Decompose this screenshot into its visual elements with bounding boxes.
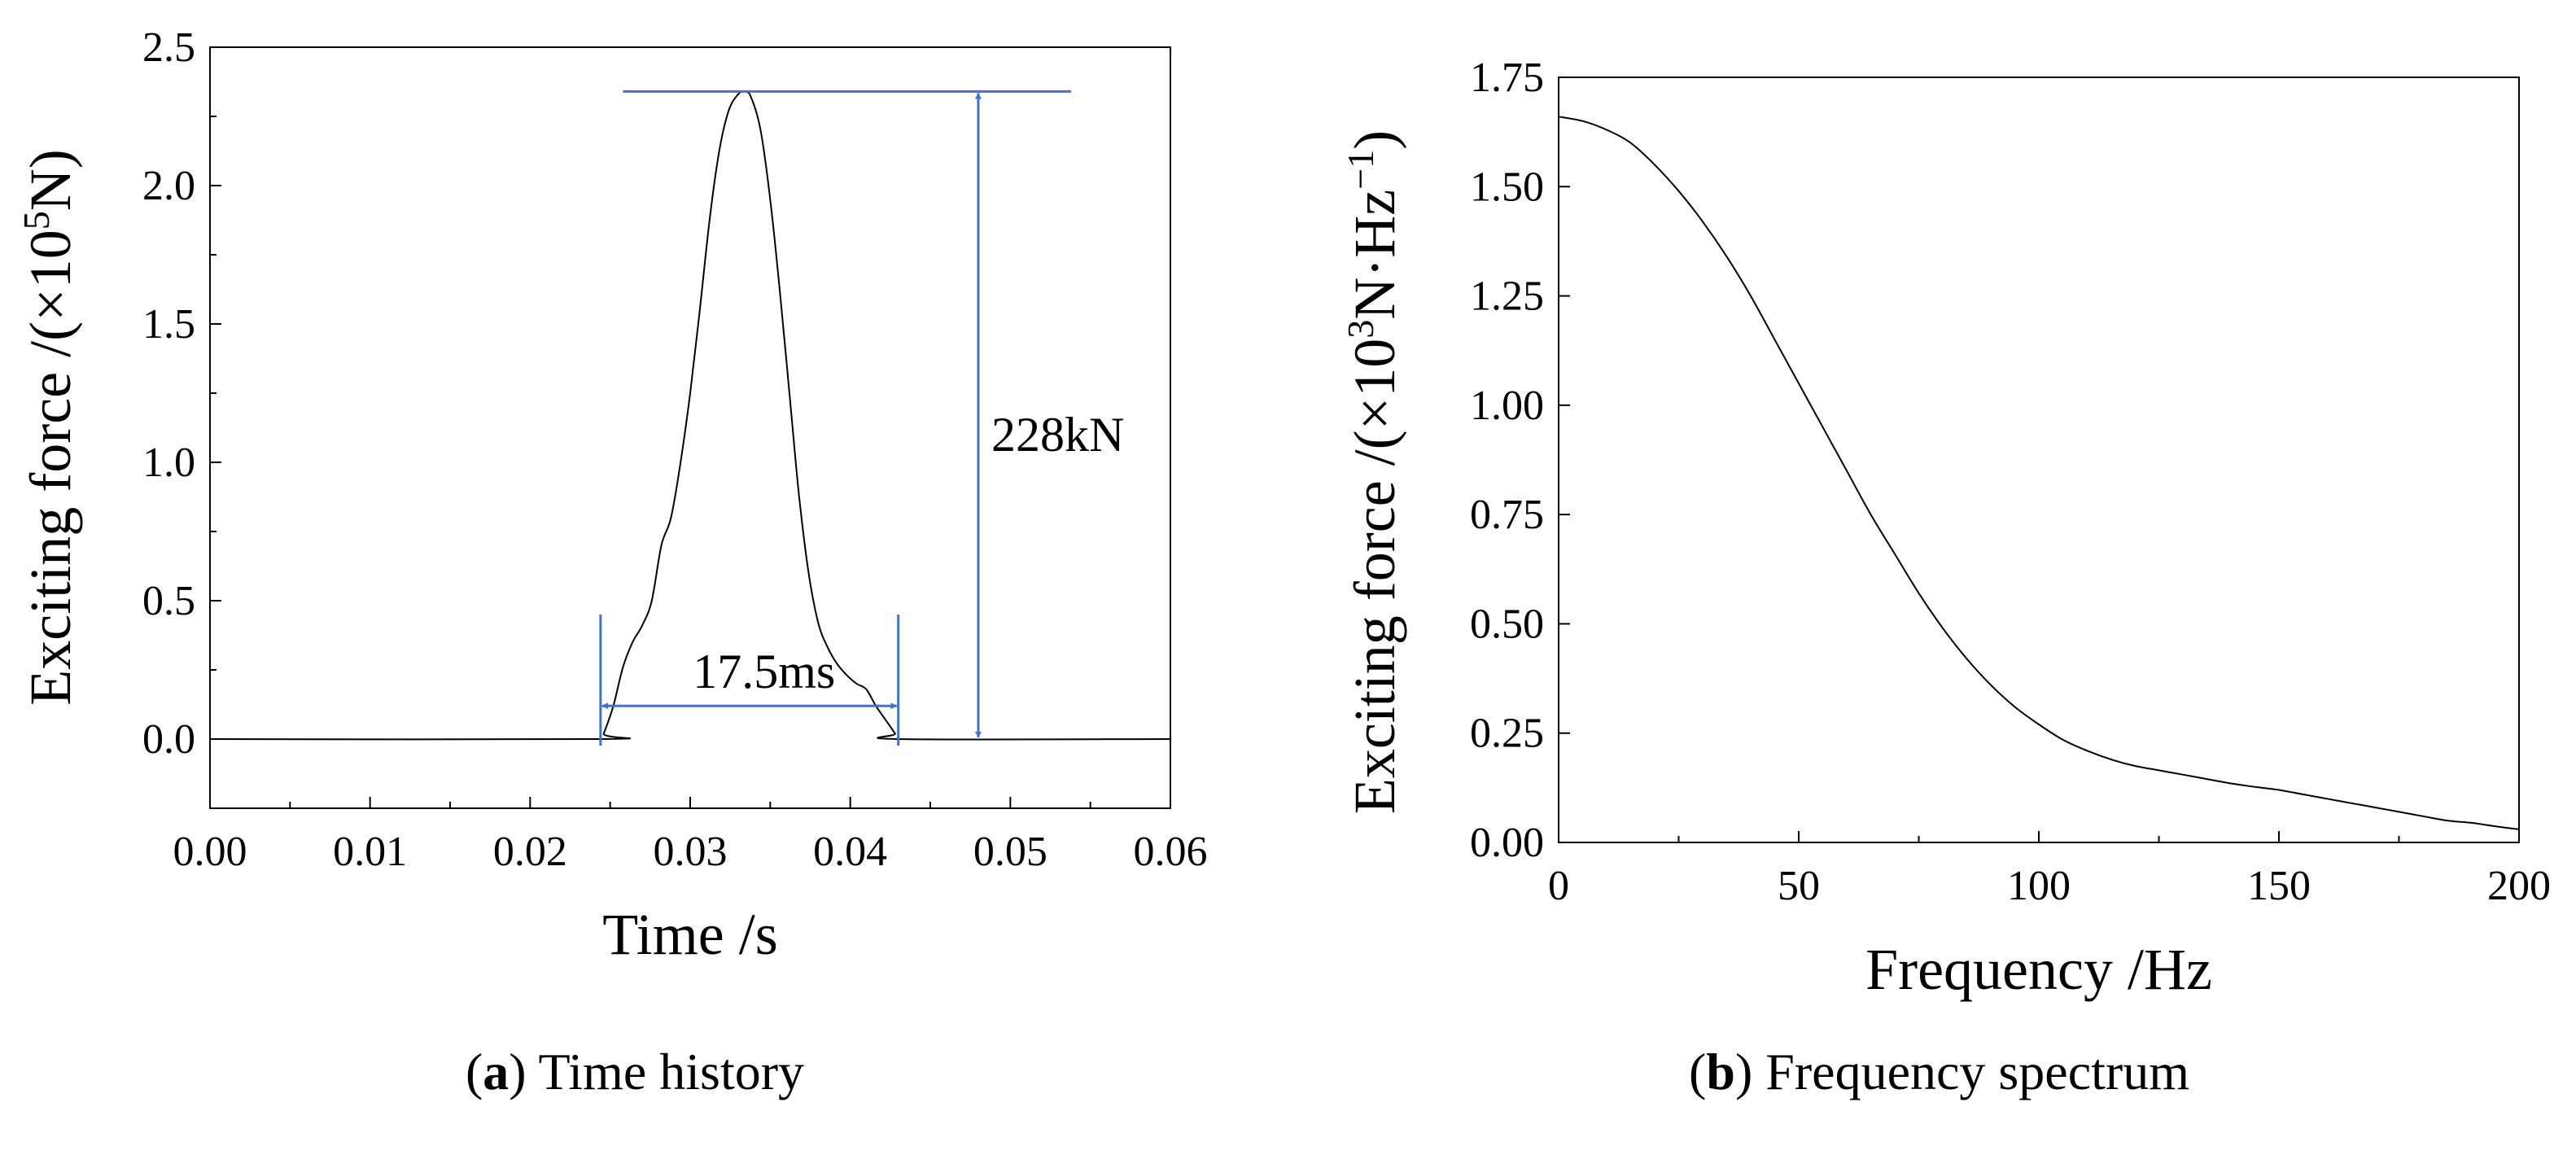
- chart-a-y-axis-label: Exciting force /(×105N): [15, 149, 83, 705]
- chart-a-y-tick-label: 0.0: [142, 716, 195, 763]
- caption-a: (a) Time history: [465, 1043, 805, 1100]
- chart-b-x-axis-label: Frequency /Hz: [1865, 937, 2212, 1002]
- chart-b-y-label-exponent: 3: [1340, 320, 1381, 339]
- chart-b-x-tick-label: 200: [2487, 863, 2551, 909]
- caption-a-letter: a: [483, 1043, 510, 1100]
- chart-a-x-tick-label: 0.02: [493, 829, 567, 875]
- caption-b: (b) Frequency spectrum: [1689, 1043, 2189, 1100]
- chart-a-x-tick-label: 0.05: [973, 829, 1047, 875]
- chart-b-y-tick-label: 0.00: [1470, 820, 1544, 866]
- caption-a-text: Time history: [538, 1043, 805, 1100]
- chart-b-y-tick-label: 1.00: [1470, 383, 1544, 429]
- chart-b-y-tick-label: 1.75: [1470, 55, 1544, 101]
- chart-b-y-tick-label: 1.25: [1470, 273, 1544, 320]
- chart-a-x-tick-label: 0.06: [1134, 829, 1208, 875]
- caption-b-text: Frequency spectrum: [1765, 1043, 2189, 1100]
- chart-b-plot-frame: [1558, 77, 2520, 843]
- chart-a-y-tick-label: 1.5: [142, 301, 195, 348]
- chart-b-x-ticks: 0 50 100 150 200: [1548, 831, 2551, 909]
- chart-b-x-tick-label: 50: [1778, 863, 1820, 909]
- chart-b-series-line: [1558, 116, 2520, 830]
- chart-b-y-tick-label: 0.50: [1470, 601, 1544, 647]
- chart-a-annotations: 228kN 17.5ms: [599, 90, 1124, 746]
- chart-a-y-label-prefix: Exciting force /(×10: [18, 230, 83, 705]
- chart-a-x-tick-label: 0.00: [173, 829, 247, 875]
- chart-a-y-tick-label: 0.5: [142, 578, 195, 624]
- caption-b-letter: b: [1706, 1043, 1735, 1100]
- chart-b-y-label-prefix: Exciting force /(×10: [1342, 339, 1407, 814]
- chart-a-x-tick-label: 0.04: [813, 829, 887, 875]
- chart-b-x-tick-label: 150: [2247, 863, 2311, 909]
- chart-b-y-label-exponent-2: −1: [1340, 150, 1381, 190]
- chart-b-series: [1558, 116, 2520, 830]
- chart-a-x-tick-label: 0.03: [654, 829, 728, 875]
- chart-a-x-axis-label: Time /s: [602, 902, 777, 967]
- chart-a-y-ticks: 0.0 0.5 1.0 1.5 2.0 2.5: [142, 24, 221, 763]
- chart-b-y-label-suffix: ): [1342, 130, 1407, 150]
- chart-a-x-ticks: 0.00 0.01 0.02 0.03 0.04 0.05 0.06: [173, 797, 1208, 875]
- chart-a-y-tick-label: 1.0: [142, 440, 195, 486]
- duration-label: 17.5ms: [693, 645, 835, 698]
- chart-a-y-label-suffix: N): [18, 149, 83, 211]
- chart-b-x-tick-label: 100: [2007, 863, 2071, 909]
- chart-a: 0.00 0.01 0.02 0.03 0.04 0.05 0.06 0.0 0.5 1.0 1.…: [15, 24, 1208, 967]
- chart-b-y-tick-label: 0.25: [1470, 711, 1544, 757]
- chart-a-y-tick-label: 2.0: [142, 163, 195, 209]
- chart-b-y-ticks: 0.00 0.25 0.50 0.75 1.00 1.25 1.50 1.75: [1470, 55, 1570, 866]
- chart-b: 0 50 100 150 200 0.00 0.25 0.50 0.75 1.00 1.25 1.5…: [1340, 55, 2551, 1002]
- chart-b-y-label-mid: N·Hz: [1342, 190, 1407, 320]
- chart-b-y-tick-label: 1.50: [1470, 164, 1544, 210]
- chart-a-x-tick-label: 0.01: [333, 829, 407, 875]
- peak-amplitude-label: 228kN: [991, 408, 1124, 462]
- chart-b-y-tick-label: 0.75: [1470, 492, 1544, 538]
- chart-a-y-tick-label: 2.5: [142, 24, 195, 71]
- chart-b-x-tick-label: 0: [1548, 863, 1569, 909]
- chart-a-y-label-exponent: 5: [15, 211, 57, 230]
- chart-b-y-axis-label: Exciting force /(×103N·Hz−1): [1340, 130, 1407, 814]
